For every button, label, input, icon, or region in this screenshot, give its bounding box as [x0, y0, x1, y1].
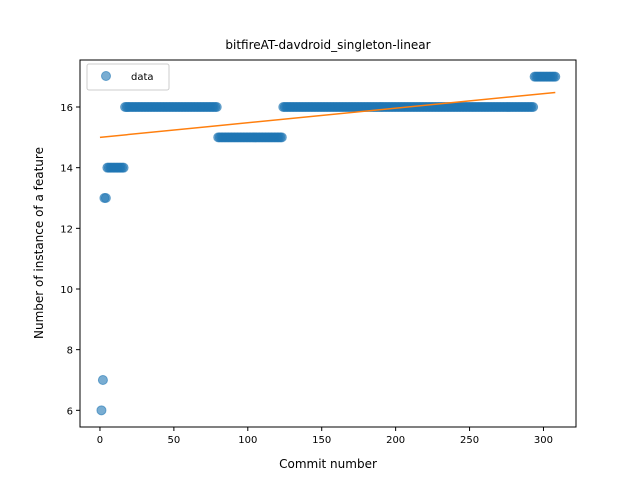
y-tick-label: 10	[60, 285, 73, 296]
legend-label: data	[131, 72, 154, 83]
chart-title: bitfireAT-davdroid_singleton-linear	[225, 38, 430, 52]
y-axis: 6 8 10 12 14 16	[60, 103, 80, 417]
data-point	[211, 102, 222, 113]
data-point	[97, 374, 108, 385]
x-tick-label: 300	[534, 435, 553, 446]
legend-marker	[101, 71, 111, 81]
y-tick-label: 14	[60, 164, 73, 175]
plot-frame	[79, 59, 577, 428]
x-axis: 0 50 100 150 200 250 300	[97, 427, 553, 446]
x-tick-label: 50	[168, 435, 181, 446]
data-point	[96, 405, 107, 416]
data-point	[100, 193, 111, 204]
legend: data	[86, 63, 170, 91]
data-point	[550, 71, 561, 82]
x-tick-label: 150	[312, 435, 331, 446]
y-tick-label: 12	[60, 224, 73, 235]
y-axis-label: Number of instance of a feature	[32, 147, 46, 339]
x-tick-label: 200	[386, 435, 405, 446]
plot-area	[79, 59, 577, 428]
x-tick-label: 100	[238, 435, 257, 446]
x-tick-label: 0	[97, 435, 103, 446]
x-tick-label: 250	[460, 435, 479, 446]
data-point	[118, 162, 129, 173]
trend-line	[99, 91, 556, 139]
data-point	[528, 102, 539, 113]
x-axis-label: Commit number	[279, 457, 377, 471]
legend-box	[86, 63, 170, 91]
y-tick-label: 6	[67, 406, 73, 417]
y-tick-label: 8	[67, 346, 73, 357]
y-tick-label: 16	[60, 103, 73, 114]
data-point	[276, 132, 287, 143]
